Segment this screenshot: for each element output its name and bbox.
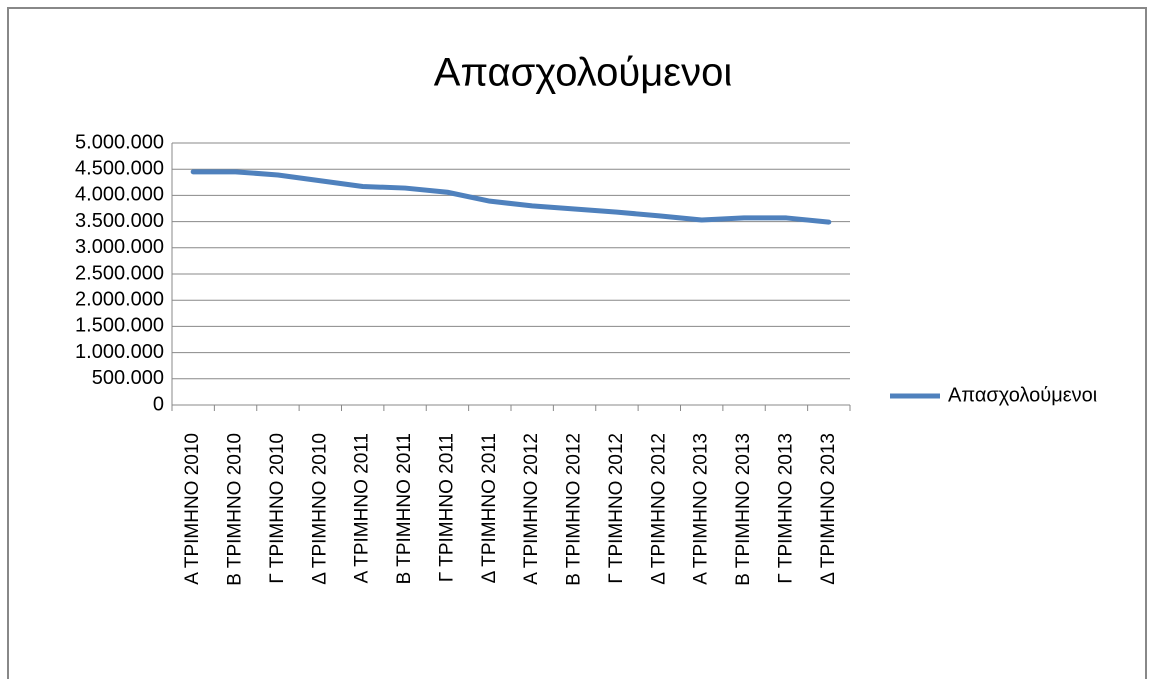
chart-title: Απασχολούμενοι [434,51,732,95]
chart-border [7,7,1147,679]
y-tick-label: 500.000 [92,367,164,389]
x-tick-label: Γ ΤΡΙΜΗΝΟ 2011 [436,433,457,582]
x-tick-label: Β ΤΡΙΜΗΝΟ 2010 [225,433,246,586]
y-tick-label: 0 [153,393,164,415]
y-tick-label: 4.000.000 [75,184,164,206]
y-tick-label: 4.500.000 [75,157,164,179]
x-tick-label: Β ΤΡΙΜΗΝΟ 2011 [394,433,415,584]
x-tick-label: Γ ΤΡΙΜΗΝΟ 2012 [606,433,627,584]
y-tick-label: 1.000.000 [75,341,164,363]
data-line [190,169,832,225]
y-tick-label: 3.000.000 [75,236,164,258]
x-tick-label: Α ΤΡΙΜΗΝΟ 2013 [691,433,712,585]
y-tick-label: 5.000.000 [75,131,164,153]
legend-label: Απασχολούμενοι [948,384,1097,406]
x-tick-label: Γ ΤΡΙΜΗΝΟ 2010 [267,433,288,584]
x-tick-label: Β ΤΡΙΜΗΝΟ 2013 [733,433,754,586]
x-tick-label: Γ ΤΡΙΜΗΝΟ 2013 [775,433,796,584]
y-tick-label: 2.000.000 [75,288,164,310]
y-tick-label: 2.500.000 [75,262,164,284]
x-tick-label: Δ ΤΡΙΜΗΝΟ 2010 [309,433,330,585]
x-tick-label: Δ ΤΡΙΜΗΝΟ 2013 [818,433,839,585]
x-tick-label: Α ΤΡΙΜΗΝΟ 2012 [521,433,542,585]
x-tick-label: Β ΤΡΙΜΗΝΟ 2012 [564,433,585,586]
y-tick-label: 1.500.000 [75,315,164,337]
x-tick-label: Α ΤΡΙΜΗΝΟ 2011 [352,433,373,583]
x-tick-label: Δ ΤΡΙΜΗΝΟ 2012 [648,433,669,585]
x-tick-label: Δ ΤΡΙΜΗΝΟ 2011 [479,433,500,583]
x-tick-label: Α ΤΡΙΜΗΝΟ 2010 [182,433,203,585]
y-tick-label: 3.500.000 [75,210,164,232]
